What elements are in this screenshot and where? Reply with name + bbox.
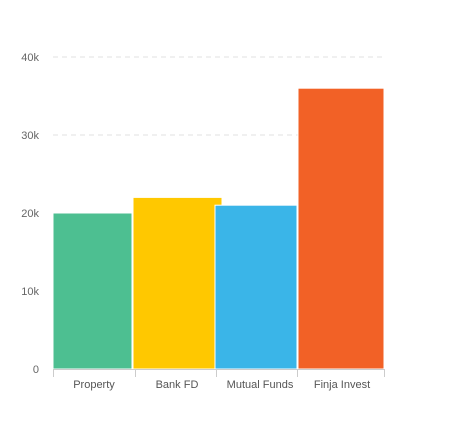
x-category-label-0: Property <box>73 379 115 391</box>
x-axis: Property Bank FD Mutual Funds Finja Invest <box>53 369 385 391</box>
y-tick-label-3: 30k <box>21 130 39 142</box>
bar-bank-fd[interactable] <box>132 196 223 370</box>
bar-mutual-funds[interactable] <box>214 204 298 370</box>
x-category-label-3: Finja Invest <box>314 379 370 391</box>
y-axis: 0 10k 20k 30k 40k <box>21 52 39 376</box>
y-tick-label-2: 20k <box>21 208 39 220</box>
y-tick-label-4: 40k <box>21 52 39 64</box>
bars <box>52 87 385 370</box>
bar-property[interactable] <box>52 212 133 370</box>
x-category-label-2: Mutual Funds <box>227 379 294 391</box>
y-tick-label-1: 10k <box>21 286 39 298</box>
y-tick-label-0: 0 <box>33 364 39 376</box>
bar-finja-invest[interactable] <box>297 87 385 370</box>
x-category-label-1: Bank FD <box>156 379 199 391</box>
